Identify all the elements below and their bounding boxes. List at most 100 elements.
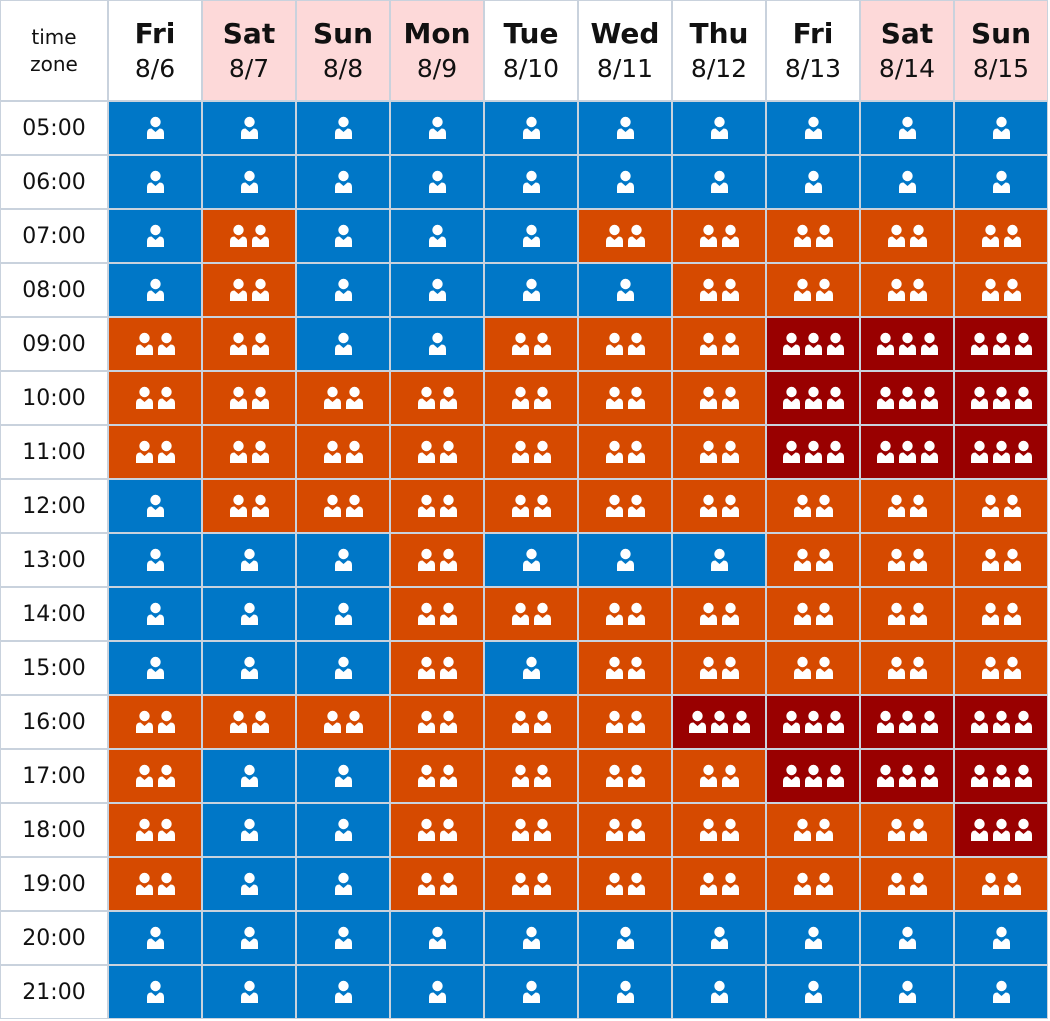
- crowd-cell-level-2: [485, 426, 577, 478]
- person-icon: [627, 818, 646, 842]
- person-icon: [699, 332, 718, 356]
- person-icon: [909, 224, 928, 248]
- crowd-cell-level-1: [297, 210, 389, 262]
- crowd-cell-level-2: [109, 804, 201, 856]
- person-icon: [710, 170, 729, 194]
- person-icon: [710, 548, 729, 572]
- crowd-cell-level-1: [391, 156, 483, 208]
- person-icon: [970, 386, 989, 410]
- person-icon: [229, 494, 248, 518]
- person-icon: [992, 710, 1011, 734]
- person-icon: [157, 386, 176, 410]
- person-icon: [876, 710, 895, 734]
- person-icon: [157, 710, 176, 734]
- person-icon: [815, 656, 834, 680]
- person-icon: [323, 494, 342, 518]
- crowd-cell-level-1: [109, 534, 201, 586]
- person-icon: [815, 494, 834, 518]
- crowd-cell-level-1: [861, 912, 953, 964]
- day-of-week: Thu: [689, 16, 749, 50]
- person-icon: [887, 494, 906, 518]
- person-icon: [146, 548, 165, 572]
- person-icon: [616, 170, 635, 194]
- crowd-cell-level-1: [203, 912, 295, 964]
- crowd-cell-level-1: [297, 966, 389, 1018]
- crowd-cell-level-1: [485, 156, 577, 208]
- date-label: 8/10: [502, 53, 560, 83]
- person-icon: [826, 386, 845, 410]
- crowd-cell-level-2: [391, 534, 483, 586]
- crowd-cell-level-1: [579, 534, 671, 586]
- person-icon: [710, 980, 729, 1004]
- person-icon: [782, 764, 801, 788]
- person-icon: [522, 278, 541, 302]
- person-icon: [793, 872, 812, 896]
- person-icon: [240, 170, 259, 194]
- person-icon: [909, 818, 928, 842]
- person-icon: [334, 116, 353, 140]
- crowd-cell-level-2: [297, 426, 389, 478]
- person-icon: [699, 818, 718, 842]
- person-icon: [240, 116, 259, 140]
- crowd-cell-level-1: [579, 912, 671, 964]
- person-icon: [251, 386, 270, 410]
- person-icon: [887, 818, 906, 842]
- person-icon: [533, 332, 552, 356]
- person-icon: [699, 278, 718, 302]
- crowd-cell-level-2: [391, 642, 483, 694]
- person-icon: [699, 602, 718, 626]
- person-icon: [804, 116, 823, 140]
- person-icon: [627, 710, 646, 734]
- crowd-cell-level-1: [485, 534, 577, 586]
- crowd-cell-level-2: [861, 264, 953, 316]
- person-icon: [1014, 818, 1033, 842]
- person-icon: [920, 332, 939, 356]
- day-of-week: Fri: [134, 16, 176, 50]
- crowd-cell-level-1: [203, 804, 295, 856]
- person-icon: [157, 332, 176, 356]
- person-icon: [439, 872, 458, 896]
- crowd-cell-level-1: [109, 966, 201, 1018]
- person-icon: [417, 710, 436, 734]
- time-label: 06:00: [1, 156, 107, 208]
- person-icon: [345, 710, 364, 734]
- crowd-cell-level-2: [861, 210, 953, 262]
- person-icon: [251, 278, 270, 302]
- person-icon: [898, 926, 917, 950]
- crowd-cell-level-1: [109, 912, 201, 964]
- person-icon: [887, 548, 906, 572]
- person-icon: [439, 494, 458, 518]
- crowd-cell-level-2: [297, 480, 389, 532]
- person-icon: [721, 656, 740, 680]
- person-icon: [981, 872, 1000, 896]
- crowd-cell-level-3: [955, 804, 1047, 856]
- person-icon: [1003, 872, 1022, 896]
- person-icon: [793, 278, 812, 302]
- person-icon: [981, 278, 1000, 302]
- date-label: 8/11: [596, 53, 654, 83]
- date-label: 8/7: [228, 53, 270, 83]
- person-icon: [605, 602, 624, 626]
- person-icon: [804, 170, 823, 194]
- crowd-cell-level-1: [485, 966, 577, 1018]
- crowd-cell-level-2: [203, 426, 295, 478]
- crowd-cell-level-2: [673, 210, 765, 262]
- person-icon: [909, 278, 928, 302]
- person-icon: [323, 440, 342, 464]
- person-icon: [240, 764, 259, 788]
- crowd-cell-level-2: [579, 210, 671, 262]
- person-icon: [826, 764, 845, 788]
- person-icon: [920, 386, 939, 410]
- crowd-cell-level-2: [955, 858, 1047, 910]
- person-icon: [1014, 386, 1033, 410]
- person-icon: [804, 980, 823, 1004]
- crowd-cell-level-2: [767, 804, 859, 856]
- column-header-5: Wed 8/11: [579, 1, 671, 100]
- person-icon: [1014, 332, 1033, 356]
- corner-label-line2: zone: [30, 51, 78, 76]
- person-icon: [135, 386, 154, 410]
- crowd-cell-level-1: [203, 966, 295, 1018]
- date-label: 8/14: [878, 53, 936, 83]
- crowd-cell-level-1: [391, 912, 483, 964]
